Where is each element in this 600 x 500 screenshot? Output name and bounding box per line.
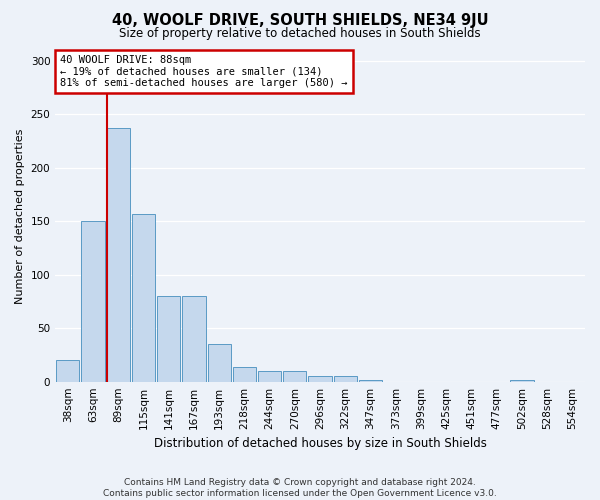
Bar (334, 376, 357, 382)
Text: 40 WOOLF DRIVE: 88sqm
← 19% of detached houses are smaller (134)
81% of semi-det: 40 WOOLF DRIVE: 88sqm ← 19% of detached … (61, 55, 348, 88)
Bar (233, 366, 256, 382)
Bar (208, 344, 231, 382)
Text: 40, WOOLF DRIVE, SOUTH SHIELDS, NE34 9JU: 40, WOOLF DRIVE, SOUTH SHIELDS, NE34 9JU (112, 12, 488, 28)
X-axis label: Distribution of detached houses by size in South Shields: Distribution of detached houses by size … (154, 437, 487, 450)
Bar (132, 214, 155, 382)
Text: Size of property relative to detached houses in South Shields: Size of property relative to detached ho… (119, 28, 481, 40)
Bar (359, 380, 382, 382)
Bar (308, 376, 332, 382)
Bar (56, 360, 79, 382)
Bar (157, 296, 181, 382)
Bar (283, 371, 307, 382)
Bar (182, 296, 206, 382)
Bar (511, 380, 533, 382)
Bar (82, 221, 104, 382)
Bar (258, 371, 281, 382)
Text: Contains HM Land Registry data © Crown copyright and database right 2024.
Contai: Contains HM Land Registry data © Crown c… (103, 478, 497, 498)
Bar (107, 128, 130, 382)
Y-axis label: Number of detached properties: Number of detached properties (15, 128, 25, 304)
